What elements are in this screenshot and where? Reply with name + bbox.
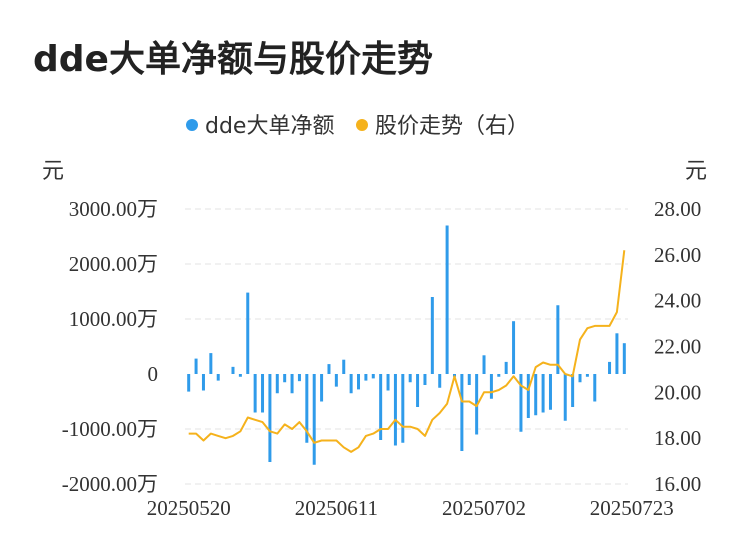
bar xyxy=(349,374,353,394)
bar xyxy=(261,374,265,413)
right-tick-label: 20.00 xyxy=(654,380,701,404)
right-tick-label: 18.00 xyxy=(654,426,701,450)
bar xyxy=(593,374,597,402)
right-tick-label: 24.00 xyxy=(654,289,701,313)
bar xyxy=(519,374,523,432)
bar xyxy=(585,374,589,377)
right-axis-unit: 元 xyxy=(685,159,707,184)
bar xyxy=(187,374,191,392)
bar xyxy=(275,374,279,394)
line-series xyxy=(188,250,626,453)
bar xyxy=(548,374,552,410)
bar xyxy=(615,333,619,374)
legend-marker-line xyxy=(356,119,368,131)
right-tick-label: 28.00 xyxy=(654,197,701,221)
bar xyxy=(608,361,612,374)
bar xyxy=(283,374,287,383)
bar xyxy=(342,359,346,374)
bar xyxy=(327,364,331,374)
gridlines xyxy=(185,208,628,485)
left-tick-label: 2000.00万 xyxy=(69,252,158,276)
x-tick-label: 20250723 xyxy=(590,496,674,520)
bar xyxy=(526,374,530,418)
bar xyxy=(209,353,213,374)
x-tick-label: 20250520 xyxy=(147,496,231,520)
bar xyxy=(430,297,434,374)
bar xyxy=(357,374,361,390)
bar xyxy=(467,374,471,385)
x-tick-label: 20250611 xyxy=(295,496,378,520)
bar xyxy=(371,374,375,379)
left-tick-label: -2000.00万 xyxy=(62,472,158,496)
bar xyxy=(393,374,397,446)
bar xyxy=(541,374,545,413)
bar xyxy=(305,374,309,443)
legend-label-bar: dde大单净额 xyxy=(205,114,334,139)
bar xyxy=(401,374,405,443)
x-tick-label: 20250702 xyxy=(442,496,526,520)
bar xyxy=(563,374,567,421)
bar xyxy=(268,374,272,462)
left-axis: 3000.00万 2000.00万 1000.00万 0 -1000.00万 -2000.… xyxy=(62,197,158,496)
bar xyxy=(556,305,560,374)
bar xyxy=(460,374,464,451)
bar xyxy=(497,374,501,377)
bar xyxy=(416,374,420,407)
bar xyxy=(231,366,235,374)
left-tick-label: 0 xyxy=(148,362,159,386)
left-axis-unit: 元 xyxy=(42,159,64,184)
bar xyxy=(482,355,486,374)
bar xyxy=(238,374,242,377)
price-line xyxy=(188,250,626,453)
bar xyxy=(379,374,383,440)
left-tick-label: 1000.00万 xyxy=(69,307,158,331)
bar xyxy=(334,374,338,387)
left-tick-label: -1000.00万 xyxy=(62,417,158,441)
legend: dde大单净额 股价走势（右） xyxy=(186,114,529,139)
bar xyxy=(512,321,516,374)
bar xyxy=(290,374,294,394)
bar xyxy=(622,343,626,374)
bar xyxy=(320,374,324,402)
legend-label-line: 股价走势（右） xyxy=(375,114,529,139)
legend-marker-bar xyxy=(186,119,198,131)
bar xyxy=(489,374,493,399)
bar xyxy=(386,374,390,391)
bar xyxy=(201,374,205,391)
bar xyxy=(216,374,220,381)
x-axis: 20250520 20250611 20250702 20250723 xyxy=(147,496,674,520)
right-tick-label: 22.00 xyxy=(654,335,701,359)
bar xyxy=(504,361,508,374)
bar xyxy=(445,225,449,374)
right-tick-label: 26.00 xyxy=(654,243,701,267)
bar xyxy=(297,374,301,382)
right-tick-label: 16.00 xyxy=(654,472,701,496)
bar xyxy=(571,374,575,407)
bar xyxy=(312,374,316,465)
bar xyxy=(423,374,427,385)
bar xyxy=(364,374,368,381)
chart-title: dde大单净额与股价走势 xyxy=(33,39,433,80)
left-tick-label: 3000.00万 xyxy=(69,197,158,221)
bar xyxy=(578,374,582,383)
bar xyxy=(194,358,198,374)
bar xyxy=(438,374,442,388)
bar xyxy=(408,374,412,383)
bar-series xyxy=(187,225,626,465)
bar xyxy=(253,374,257,413)
right-axis: 28.00 26.00 24.00 22.00 20.00 18.00 16.00 xyxy=(654,197,701,496)
bar xyxy=(534,374,538,416)
bar xyxy=(246,292,250,374)
